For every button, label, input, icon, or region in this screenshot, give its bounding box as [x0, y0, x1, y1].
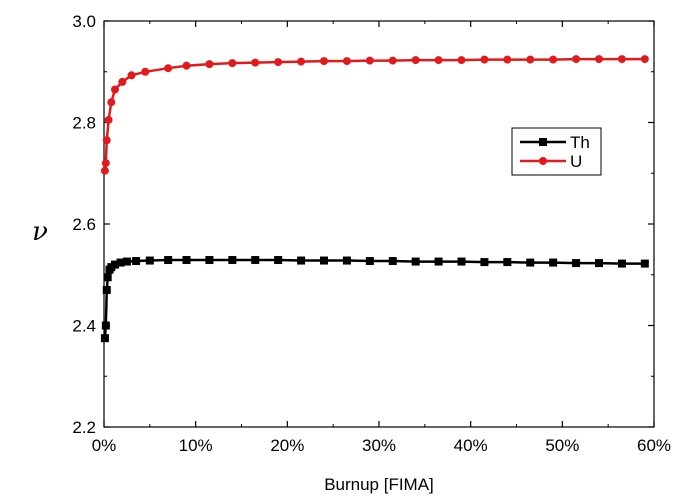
series-u-point	[320, 57, 328, 66]
series-u-point	[503, 55, 512, 64]
series-u-point	[572, 55, 581, 64]
series-u-point	[127, 71, 136, 80]
series-u-point	[617, 55, 626, 64]
series-th-point	[103, 273, 112, 282]
series-u-point	[141, 67, 150, 76]
series-u-point	[164, 64, 173, 73]
series-th-point	[251, 256, 260, 265]
series-th-point	[617, 259, 626, 268]
series-th-point	[145, 256, 154, 265]
series-u-point	[480, 55, 489, 64]
series-u-point	[595, 55, 603, 64]
x-tick-label: 40%	[454, 436, 488, 455]
series-u-point	[388, 56, 397, 65]
y-tick-label: 2.8	[72, 114, 96, 133]
series-th-point	[132, 257, 141, 266]
series-th-point	[365, 257, 374, 266]
y-axis-label: ν	[32, 217, 48, 247]
legend-u-marker	[539, 157, 547, 165]
series-u-point	[102, 136, 111, 145]
legend-th-label: Th	[570, 133, 590, 152]
series-u-point	[100, 166, 109, 175]
x-axis-label: Burnup [FIMA]	[324, 475, 434, 494]
series-u-point	[182, 61, 191, 70]
legend-u-label: U	[570, 152, 582, 171]
series-th-point	[182, 256, 191, 265]
series-th-point	[434, 257, 443, 266]
series-th-point	[116, 258, 125, 267]
series-u-point	[457, 56, 466, 65]
series-th-point	[572, 259, 581, 268]
series-u-point	[526, 55, 535, 64]
series-th-point	[640, 259, 649, 268]
series-u-point	[104, 115, 113, 124]
series-u-point	[251, 58, 260, 67]
series-th-point	[320, 256, 328, 265]
x-tick-label: 10%	[179, 436, 213, 455]
series-th-point	[503, 258, 512, 267]
series-th-point	[101, 321, 110, 330]
y-tick-label: 2.4	[72, 317, 96, 336]
series-th-point	[102, 285, 111, 294]
series-th-point	[411, 257, 420, 266]
plot-area-border	[103, 20, 655, 428]
series-u-point	[101, 159, 110, 168]
y-tick-label: 2.6	[72, 215, 96, 234]
series-u-point	[365, 56, 374, 65]
series-th-point	[480, 258, 489, 267]
series-u-point	[549, 55, 558, 64]
series-th-point	[388, 257, 397, 266]
legend-th-marker	[539, 138, 547, 146]
series-u-point	[118, 77, 127, 86]
series-u-point	[342, 57, 351, 66]
series-th-point	[526, 258, 535, 267]
series-th-point	[100, 334, 109, 343]
series-th-line	[103, 258, 645, 339]
series-th-point	[164, 256, 173, 265]
x-tick-label: 30%	[362, 436, 396, 455]
series-th-point	[205, 256, 214, 265]
legend: Th U	[511, 127, 602, 176]
series-u-point	[411, 56, 420, 65]
series-th-point	[595, 259, 603, 268]
x-tick-label: 60%	[637, 436, 671, 455]
series-th-point	[549, 258, 558, 267]
series-th	[100, 256, 649, 343]
x-tick-label: 0%	[92, 436, 117, 455]
series-th-point	[228, 256, 237, 265]
series-th-point	[457, 257, 466, 266]
series-u-point	[640, 55, 649, 64]
series-th-point	[274, 256, 283, 265]
series-th-point	[111, 260, 119, 269]
axis-ticks: 0% 10% 20% 30% 40% 50% 60% 2.2 2.4 2.6 2.8 3.0	[72, 12, 671, 455]
x-tick-label: 50%	[545, 436, 579, 455]
y-tick-label: 3.0	[72, 12, 96, 31]
series-u-point	[228, 59, 237, 68]
series-th-point	[122, 257, 131, 266]
x-tick-label: 20%	[270, 436, 304, 455]
series-layer	[100, 55, 649, 343]
series-u-point	[111, 85, 119, 94]
series-u-point	[297, 57, 306, 66]
series-u-point	[107, 98, 116, 107]
series-u-point	[274, 58, 283, 67]
series-u	[100, 55, 649, 175]
series-u-point	[205, 60, 214, 69]
series-th-point	[342, 256, 351, 265]
series-u-point	[434, 56, 443, 65]
plot-frame	[103, 20, 655, 428]
y-tick-label: 2.2	[72, 418, 96, 437]
legend-box	[511, 127, 602, 176]
series-th-point	[297, 256, 306, 265]
